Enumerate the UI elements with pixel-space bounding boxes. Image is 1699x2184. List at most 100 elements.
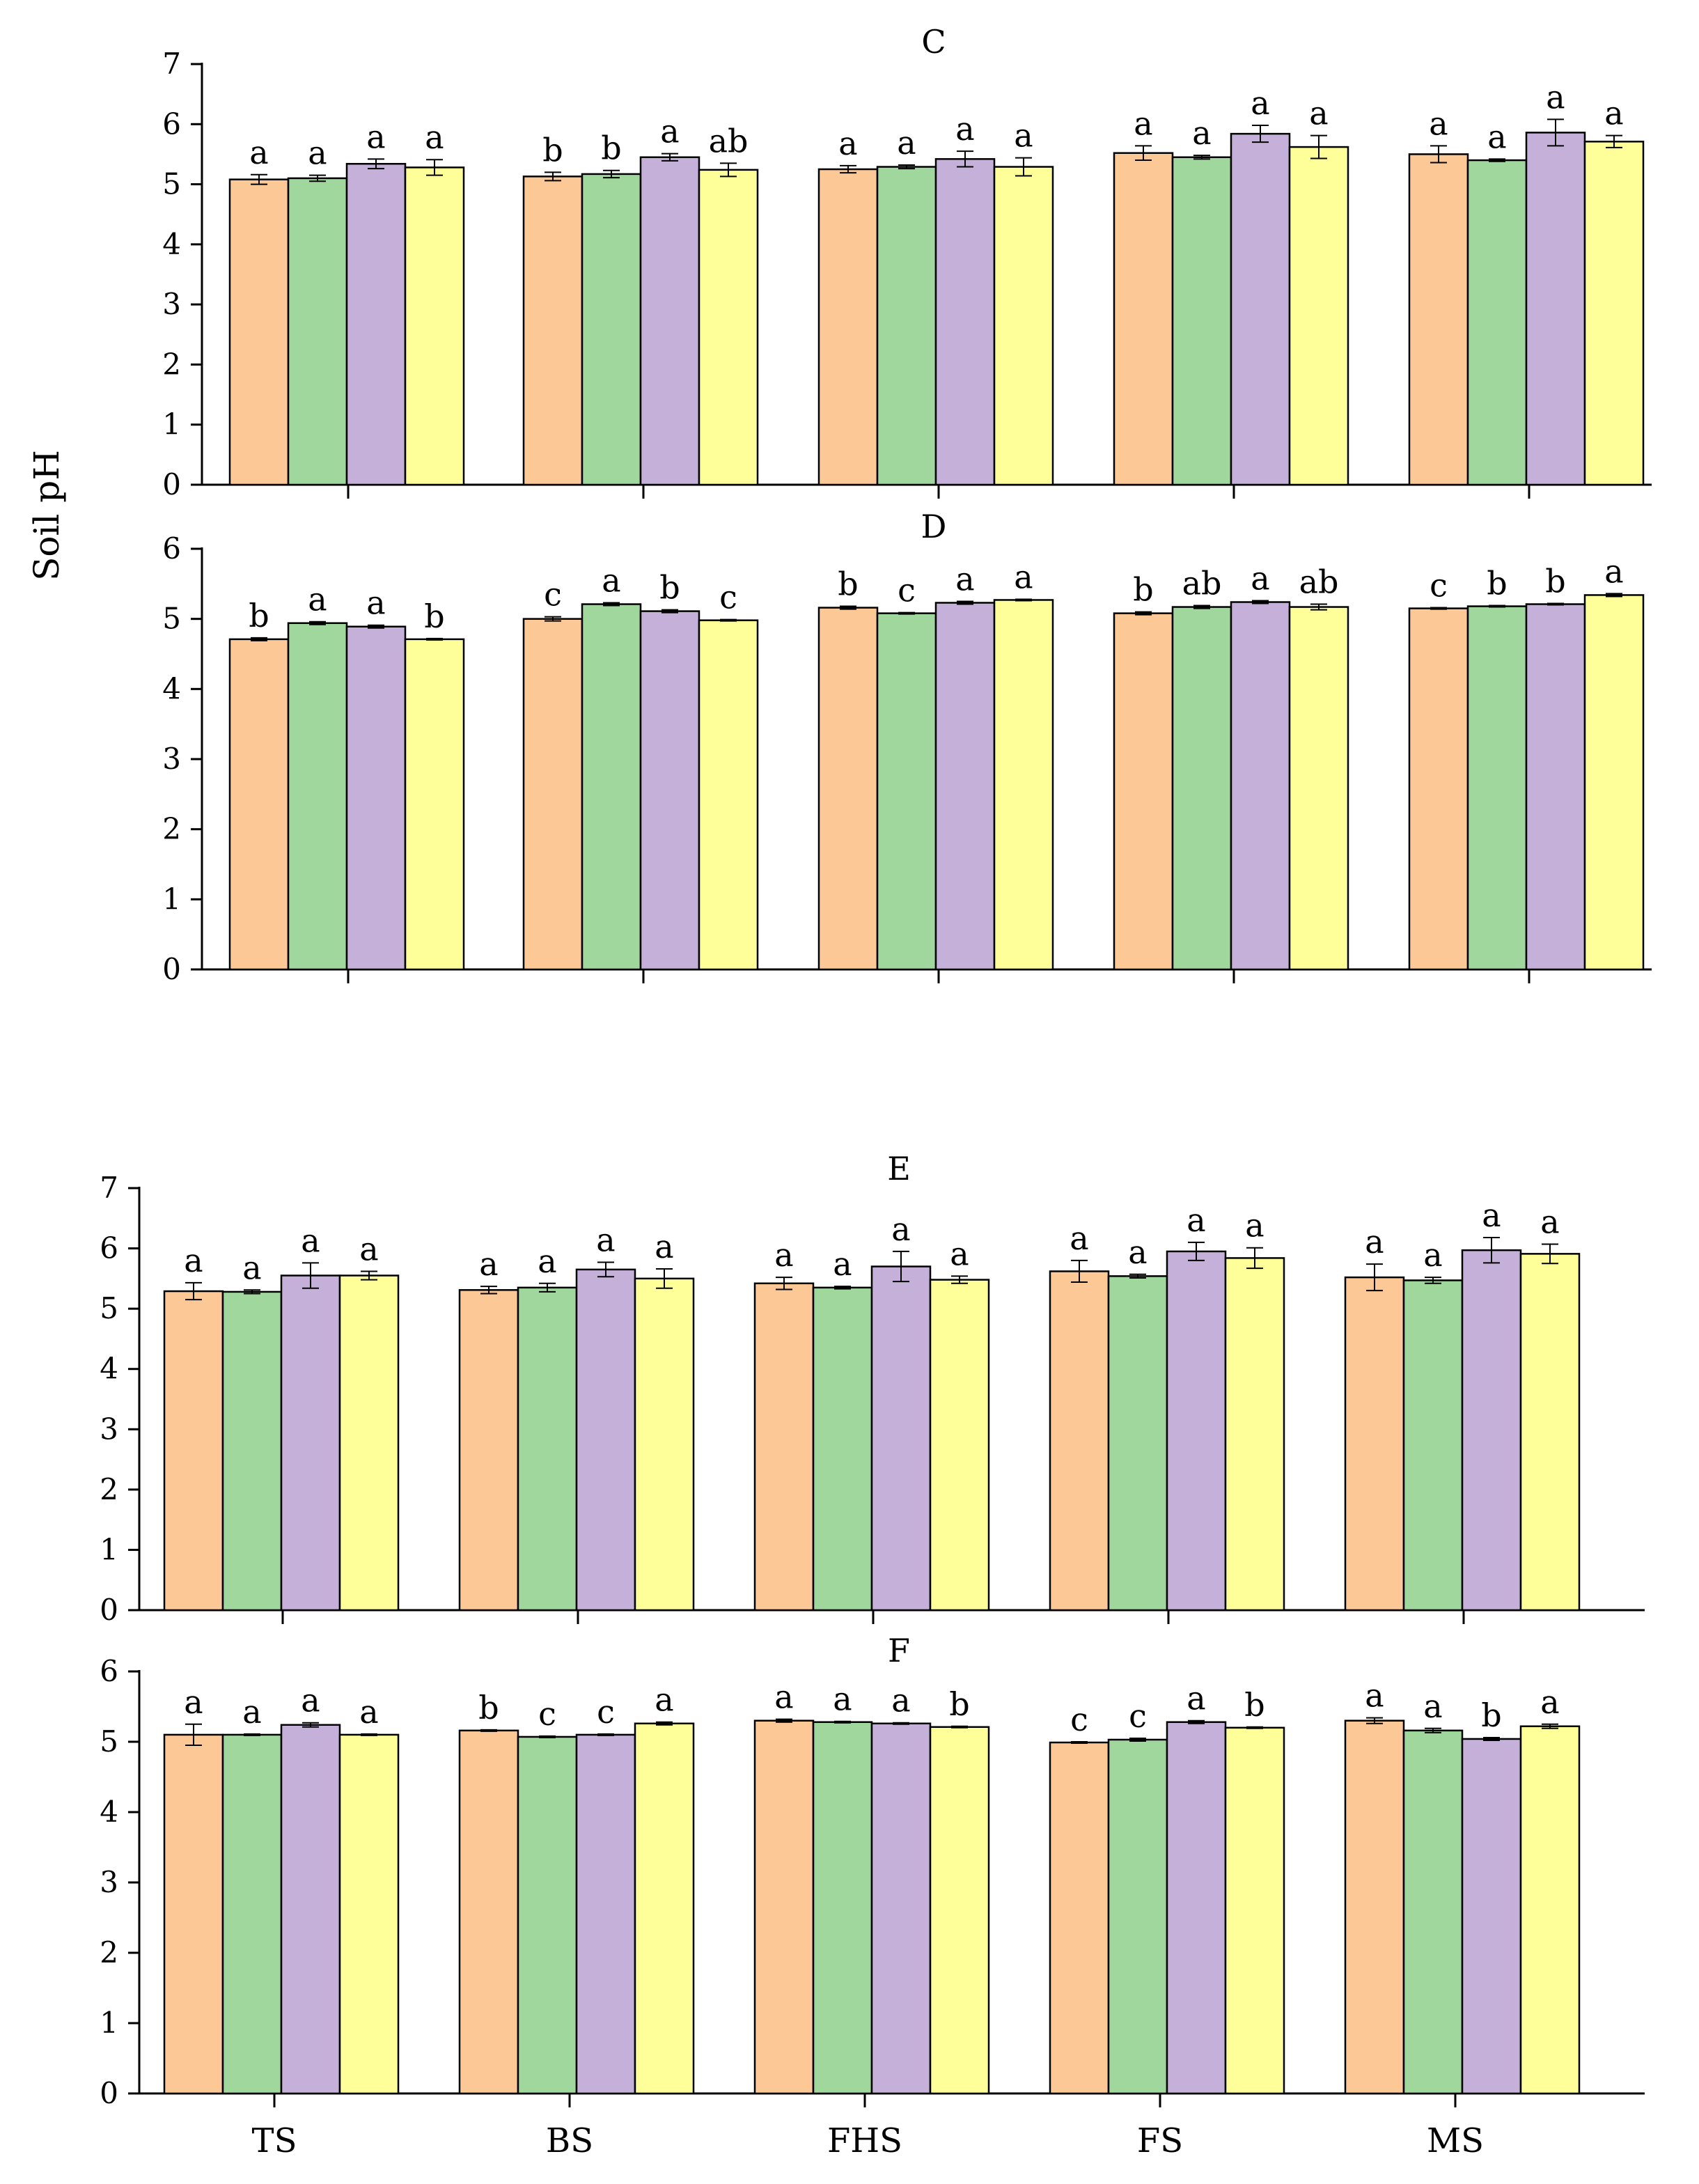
- bar: [1113, 152, 1174, 486]
- bar: [934, 158, 996, 486]
- significance-label: a: [596, 1221, 615, 1258]
- significance-label: c: [1129, 1697, 1147, 1735]
- significance-label: a: [184, 1242, 203, 1279]
- significance-label: a: [655, 1228, 673, 1265]
- significance-label: a: [479, 1245, 498, 1283]
- significance-label: c: [544, 576, 562, 614]
- bar: [345, 162, 407, 486]
- bar: [1461, 1249, 1522, 1612]
- bar: [1344, 1719, 1405, 2095]
- significance-label: a: [774, 1236, 793, 1274]
- significance-label: b: [478, 1689, 499, 1726]
- significance-label: c: [719, 579, 737, 616]
- category-label: FHS: [827, 2121, 902, 2160]
- bar: [581, 173, 642, 486]
- significance-label: ab: [1182, 565, 1222, 602]
- significance-label: b: [1133, 571, 1153, 609]
- bar: [929, 1279, 990, 1612]
- bar: [404, 638, 465, 971]
- y-tick-label: 7: [162, 47, 181, 81]
- bar: [639, 610, 700, 971]
- y-tick-label: 6: [162, 107, 181, 141]
- bar: [1408, 153, 1469, 486]
- bar: [522, 176, 584, 486]
- significance-label: a: [366, 584, 385, 622]
- bar: [817, 607, 879, 971]
- bar: [634, 1277, 695, 1612]
- bar: [1224, 1726, 1285, 2095]
- significance-label: a: [366, 118, 385, 155]
- bar: [522, 618, 584, 971]
- bar: [1344, 1276, 1405, 1612]
- significance-label: c: [597, 1693, 615, 1731]
- significance-label: a: [1128, 1233, 1147, 1271]
- bar: [753, 1719, 815, 2095]
- significance-label: b: [249, 597, 269, 634]
- bar: [753, 1282, 815, 1612]
- bar: [1402, 1729, 1464, 2095]
- significance-label: a: [1540, 1683, 1559, 1721]
- bar: [280, 1724, 341, 2095]
- significance-label: a: [538, 1242, 556, 1280]
- bar: [817, 168, 879, 486]
- significance-label: a: [308, 134, 327, 172]
- bar: [1166, 1721, 1227, 2095]
- bar: [163, 1733, 224, 2095]
- significance-label: b: [659, 569, 680, 607]
- panel-title: E: [887, 1150, 911, 1187]
- significance-label: a: [1423, 1687, 1442, 1725]
- y-tick-label: 6: [100, 1231, 118, 1265]
- bar: [1171, 156, 1232, 486]
- bar: [1466, 159, 1528, 486]
- significance-label: a: [1487, 118, 1506, 155]
- bar: [338, 1274, 400, 1612]
- significance-label: a: [425, 118, 444, 156]
- y-tick-label: 0: [100, 1593, 118, 1627]
- bar: [639, 156, 700, 486]
- bar: [1166, 1250, 1227, 1612]
- bar: [634, 1722, 695, 2095]
- significance-label: a: [955, 110, 974, 148]
- bar: [1525, 603, 1586, 971]
- bar: [404, 166, 465, 486]
- bar: [1107, 1738, 1168, 2095]
- significance-label: a: [1604, 95, 1623, 132]
- bar: [517, 1736, 578, 2095]
- bar: [698, 619, 759, 971]
- significance-label: a: [242, 1693, 261, 1731]
- bar: [221, 1733, 283, 2095]
- y-tick-label: 4: [100, 1795, 118, 1829]
- y-tick-label: 3: [162, 742, 181, 776]
- y-tick-label: 0: [100, 2076, 118, 2110]
- significance-label: a: [1365, 1677, 1384, 1715]
- significance-label: a: [955, 561, 974, 598]
- bar: [1583, 594, 1645, 971]
- bar: [1519, 1253, 1581, 1612]
- significance-label: a: [184, 1683, 203, 1721]
- significance-label: a: [891, 1682, 910, 1719]
- bar: [993, 599, 1054, 971]
- bar: [458, 1729, 519, 2095]
- significance-label: a: [1251, 84, 1269, 122]
- significance-label: a: [1134, 104, 1152, 142]
- y-tick-label: 1: [100, 2006, 118, 2040]
- y-tick-label: 6: [162, 531, 181, 566]
- significance-label: c: [898, 572, 916, 609]
- bar: [1461, 1738, 1522, 2095]
- significance-label: c: [1070, 1701, 1088, 1738]
- bar: [929, 1726, 990, 2095]
- bar: [581, 603, 642, 971]
- significance-label: a: [1423, 1236, 1442, 1274]
- significance-label: a: [1365, 1223, 1384, 1261]
- significance-label: b: [1481, 1696, 1501, 1734]
- bar: [1049, 1270, 1110, 1612]
- significance-label: b: [1244, 1686, 1265, 1724]
- bar: [1288, 146, 1349, 486]
- y-tick-label: 1: [162, 882, 181, 916]
- significance-label: a: [950, 1235, 969, 1272]
- significance-label: a: [308, 581, 327, 618]
- significance-label: a: [249, 134, 268, 171]
- y-tick-label: 7: [100, 1171, 118, 1205]
- y-tick-label: 5: [100, 1291, 118, 1325]
